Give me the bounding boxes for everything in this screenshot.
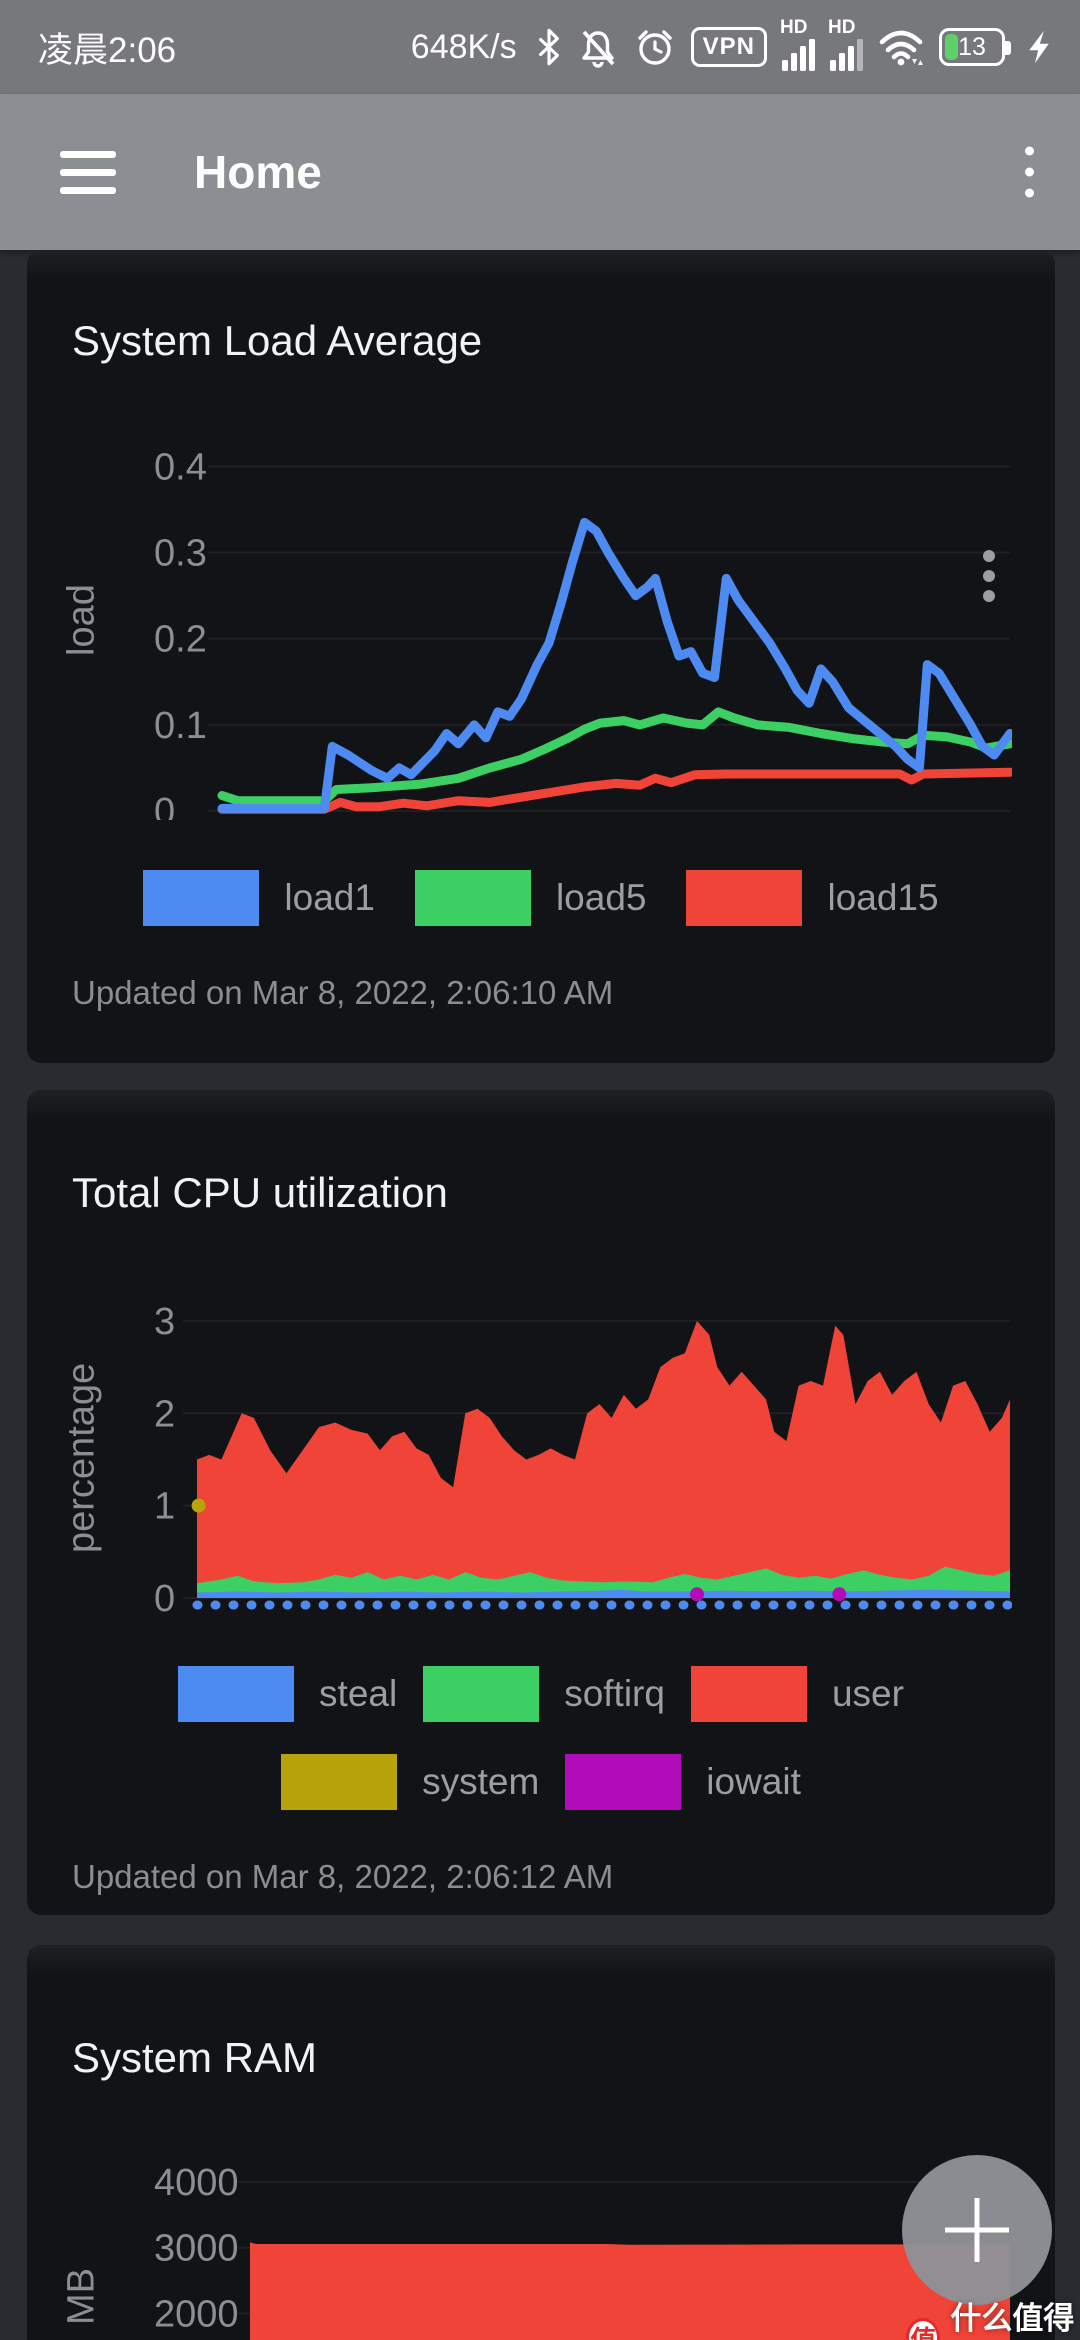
legend-swatch: [423, 1666, 540, 1722]
svg-text:3: 3: [154, 1301, 175, 1343]
status-bar: 凌晨2:06 648K/s VPN: [0, 0, 1080, 94]
alarm-clock-icon: [634, 26, 676, 68]
svg-text:3000: 3000: [154, 2228, 239, 2270]
load-legend: load1 load5 load15: [27, 870, 1055, 926]
svg-text:0.2: 0.2: [154, 619, 207, 661]
card-menu-icon[interactable]: [983, 550, 995, 602]
status-time: 凌晨2:06: [38, 30, 177, 70]
ram-chart[interactable]: 4000 3000 2000: [112, 2137, 1012, 2340]
svg-text:0.4: 0.4: [154, 447, 207, 489]
svg-text:0.1: 0.1: [154, 705, 207, 747]
bluetooth-icon: [536, 27, 562, 67]
card-total-cpu-utilization: Total CPU utilization percentage 0 1 2 3 st…: [27, 1090, 1055, 2317]
plus-icon: [945, 2198, 1009, 2262]
status-icons: 648K/s VPN HD: [410, 17, 1052, 71]
svg-text:0: 0: [154, 1578, 175, 1620]
network-speed: 648K/s: [410, 27, 517, 66]
page-title: Home: [194, 146, 322, 198]
add-button[interactable]: [902, 2155, 1052, 2305]
svg-text:0.3: 0.3: [154, 533, 207, 575]
updated-timestamp: Updated on Mar 8, 2022, 2:06:10 AM: [72, 974, 614, 1011]
legend-swatch: [281, 1754, 398, 1810]
load-chart[interactable]: 0 0.1 0.2 0.3 0.4: [112, 420, 1012, 820]
card-title: System RAM: [72, 2034, 318, 2081]
legend-item-load15[interactable]: load15: [686, 870, 939, 926]
svg-text:1: 1: [154, 1486, 175, 1528]
legend-item-steal[interactable]: steal: [178, 1666, 397, 1722]
svg-text:2000: 2000: [154, 2293, 239, 2335]
cpu-legend-row1: steal softirq user: [27, 1666, 1055, 1722]
legend-swatch: [143, 870, 260, 926]
watermark-text: 什么值得买: [950, 2301, 1075, 2336]
legend-item-user[interactable]: user: [690, 1666, 904, 1722]
load-chart-row: load 0 0.1 0.2 0.3 0.4: [27, 420, 1055, 820]
charging-bolt-icon: [1026, 27, 1052, 67]
watermark: 值 什么值得买: [906, 2293, 1080, 2340]
y-axis-label: load: [60, 584, 103, 656]
app-bar: Home: [0, 94, 1080, 250]
legend-item-softirq[interactable]: softirq: [423, 1666, 665, 1722]
cpu-chart-row: percentage 0 1 2 3: [27, 1272, 1055, 1644]
signal-sim1-icon: HD: [780, 17, 815, 71]
cpu-legend-row2: system iowait: [27, 1754, 1055, 1810]
card-system-ram: System RAM MB 4000 3000 2000: [27, 1945, 1055, 2340]
wifi-icon: [878, 27, 924, 67]
y-axis-label: percentage: [60, 1362, 103, 1554]
y-axis-label: MB: [60, 2268, 103, 2326]
smzdm-logo-icon: 值: [906, 2318, 941, 2340]
notifications-muted-icon: [577, 26, 619, 68]
vpn-icon: VPN: [690, 27, 767, 67]
svg-text:4000: 4000: [154, 2162, 239, 2204]
svg-text:0: 0: [154, 791, 175, 820]
card-title: Total CPU utilization: [72, 1169, 448, 1216]
battery-icon: 13: [939, 28, 1011, 66]
legend-item-load1[interactable]: load1: [143, 870, 375, 926]
menu-icon[interactable]: [60, 150, 116, 194]
updated-timestamp: Updated on Mar 8, 2022, 2:06:12 AM: [72, 1858, 614, 1895]
battery-fill: [945, 34, 959, 60]
legend-swatch: [686, 870, 803, 926]
legend-swatch: [414, 870, 531, 926]
legend-item-iowait[interactable]: iowait: [565, 1754, 801, 1810]
legend-swatch: [690, 1666, 807, 1722]
signal-sim2-icon: HD: [828, 17, 863, 71]
card-title: System Load Average: [72, 317, 483, 364]
legend-swatch: [565, 1754, 682, 1810]
legend-item-system[interactable]: system: [281, 1754, 539, 1810]
cpu-chart[interactable]: 0 1 2 3: [112, 1272, 1012, 1644]
overflow-menu-icon[interactable]: [1025, 146, 1034, 198]
svg-text:2: 2: [154, 1393, 175, 1435]
battery-percent: 13: [958, 32, 986, 61]
legend-swatch: [178, 1666, 295, 1722]
legend-item-load5[interactable]: load5: [414, 870, 646, 926]
card-system-load-average: System Load Average load 0 0.1 0.2 0.3 0.4 l…: [27, 250, 1055, 1063]
ram-chart-row: MB 4000 3000 2000: [27, 2137, 1055, 2340]
